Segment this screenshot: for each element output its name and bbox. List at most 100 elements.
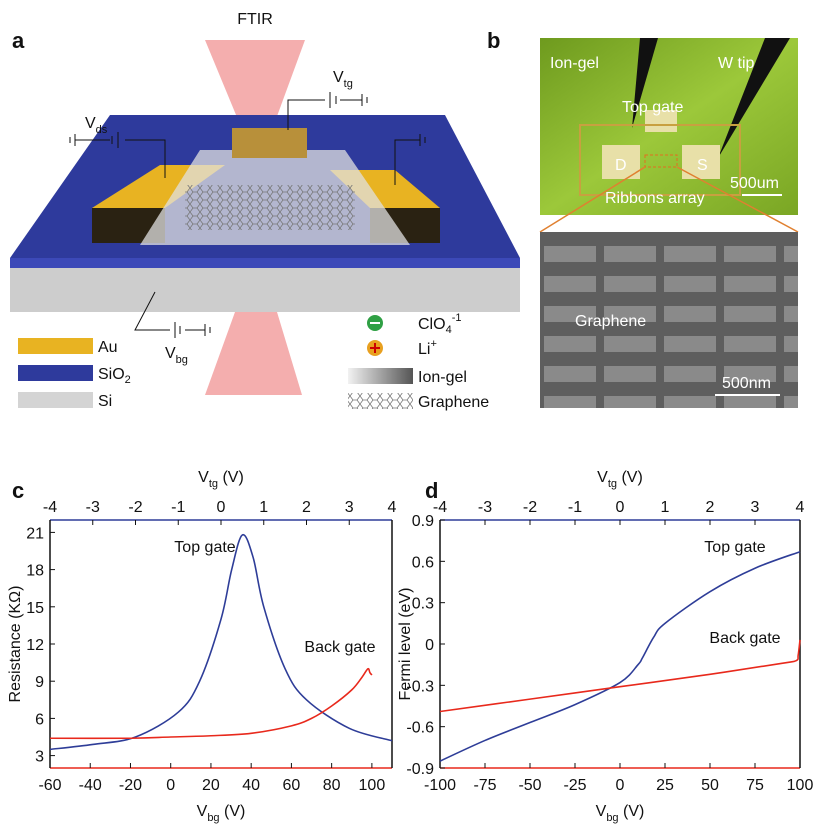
x2-tick-label: 3	[345, 499, 354, 516]
scale-label: 500nm	[722, 375, 771, 392]
x2-tick-label: -4	[43, 499, 57, 516]
scale-label: 500um	[730, 175, 779, 192]
series-label: Top gate	[704, 539, 765, 556]
legend-text: Li+	[418, 338, 437, 358]
series-label: Top gate	[174, 539, 235, 556]
x2-axis-label: Vtg (V)	[597, 469, 643, 490]
x2-axis-label-part: V	[198, 469, 209, 486]
micrographs	[539, 38, 799, 408]
x-tick-label: -20	[119, 777, 142, 794]
x-tick-label: -75	[473, 777, 496, 794]
x-tick-label: -40	[79, 777, 102, 794]
x-tick-label: 0	[166, 777, 175, 794]
y-tick-label: 6	[35, 711, 44, 728]
x2-axis-label-part: (V)	[218, 469, 244, 486]
vds-label: Vds	[85, 115, 108, 136]
series-label: Back gate	[709, 630, 780, 647]
x2-tick-label: 2	[706, 499, 715, 516]
x2-tick-label: 2	[302, 499, 311, 516]
y-tick-label: 0.9	[412, 513, 434, 530]
x2-tick-label: -3	[478, 499, 492, 516]
data-line	[439, 639, 801, 713]
x2-axis-label-part: (V)	[617, 469, 643, 486]
x2-tick-label: -3	[86, 499, 100, 516]
x2-axis-label: Vtg (V)	[198, 469, 244, 490]
x-axis-label-part: bg	[207, 812, 219, 824]
data-line	[439, 550, 801, 762]
data-line	[49, 667, 373, 740]
x2-tick-label: 1	[259, 499, 268, 516]
charts: c-60 -40 -20 0 20 40 60 80 100-4 -3 -2 -1 0 1 2 3 436912…	[7, 469, 813, 824]
x-tick-label: -60	[38, 777, 61, 794]
y-axis-label: Resistance (KΩ)	[7, 586, 24, 703]
legend-text: Ion-gel	[418, 369, 467, 386]
x2-axis-label-part: tg	[209, 478, 218, 490]
x2-axis-label-part: V	[597, 469, 608, 486]
panel-label: d	[425, 478, 438, 503]
x-tick-label: 100	[787, 777, 814, 794]
legend-text: Si	[98, 393, 112, 410]
x2-axis-label-part: tg	[608, 478, 617, 490]
y-tick-label: -0.3	[406, 678, 434, 695]
y-tick-label: -0.9	[406, 761, 434, 778]
x2-tick-label: -1	[568, 499, 582, 516]
x-tick-label: 0	[616, 777, 625, 794]
panel-label: a	[12, 28, 25, 53]
y-tick-label: 3	[35, 749, 44, 766]
image-label: Ribbons array	[605, 190, 705, 207]
x2-tick-label: 1	[661, 499, 670, 516]
image-label: Top gate	[622, 99, 683, 116]
vbg-label: Vbg	[165, 345, 188, 366]
x-tick-label: 60	[283, 777, 301, 794]
y-tick-label: 15	[26, 600, 44, 617]
y-tick-label: 0.3	[412, 596, 434, 613]
y-tick-label: 18	[26, 563, 44, 580]
legend-text: SiO2	[98, 366, 131, 386]
x-tick-label: -25	[563, 777, 586, 794]
x2-tick-label: 0	[616, 499, 625, 516]
data-line	[49, 533, 393, 751]
ftir-label: FTIR	[237, 11, 273, 28]
x-axis-label-part: (V)	[619, 803, 645, 820]
y-tick-label: 21	[26, 525, 44, 542]
y-tick-label: 12	[26, 637, 44, 654]
x-tick-label: 25	[656, 777, 674, 794]
x-axis-label-part: V	[596, 803, 607, 820]
x-axis-label-part: (V)	[220, 803, 246, 820]
x-axis-label-part: bg	[606, 812, 618, 824]
x-axis-label: Vbg (V)	[596, 803, 645, 824]
y-axis-label: Fermi level (eV)	[397, 588, 414, 701]
x2-tick-label: 4	[388, 499, 397, 516]
x-tick-label: 100	[359, 777, 386, 794]
x-tick-label: 80	[323, 777, 341, 794]
x-tick-label: -50	[518, 777, 541, 794]
x-tick-label: -100	[424, 777, 456, 794]
x-axis-label: Vbg (V)	[197, 803, 246, 824]
x2-tick-label: -2	[128, 499, 142, 516]
image-label: S	[697, 157, 708, 174]
image-label: D	[615, 157, 627, 174]
legend-text: Au	[98, 339, 118, 356]
y-tick-label: 9	[35, 674, 44, 691]
legend-text: ClO4-1	[418, 312, 461, 336]
x-tick-label: 75	[746, 777, 764, 794]
panel-label: b	[487, 28, 500, 53]
image-label: Graphene	[575, 313, 646, 330]
series-label: Back gate	[304, 639, 375, 656]
y-tick-label: 0.6	[412, 554, 434, 571]
legend-text: Graphene	[418, 394, 489, 411]
x-tick-label: 40	[242, 777, 260, 794]
x2-tick-label: -4	[433, 499, 447, 516]
x2-tick-label: -1	[171, 499, 185, 516]
image-label: W tip	[718, 55, 755, 72]
panel-label: c	[12, 478, 24, 503]
x2-tick-label: 0	[217, 499, 226, 516]
x-tick-label: 20	[202, 777, 220, 794]
x2-tick-label: 4	[796, 499, 805, 516]
device-illustration	[10, 40, 520, 409]
vtg-label: Vtg	[333, 69, 353, 90]
image-label: Ion-gel	[550, 55, 599, 72]
x2-tick-label: 3	[751, 499, 760, 516]
x2-tick-label: -2	[523, 499, 537, 516]
